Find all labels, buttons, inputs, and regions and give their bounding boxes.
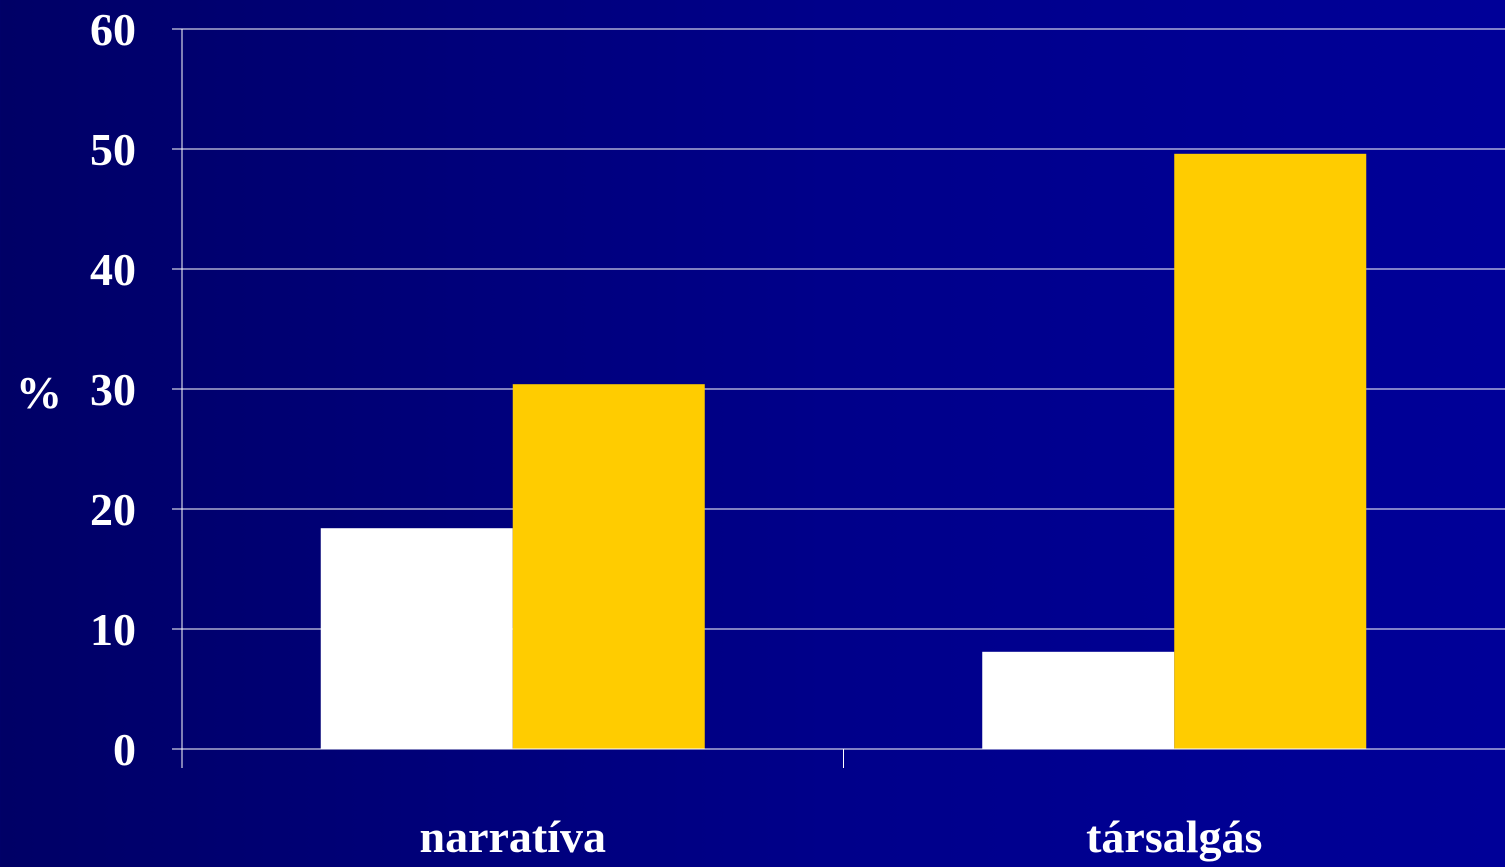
y-tick-label: 10 [90, 604, 136, 655]
y-tick-label: 60 [90, 4, 136, 55]
labels: % 0 10 20 30 40 50 60 narratíva társalgás [16, 4, 1262, 862]
y-tick-label: 30 [90, 364, 136, 415]
y-tick-label: 40 [90, 244, 136, 295]
bar-series-2-1 [512, 384, 705, 749]
bar-series-2-2 [1174, 153, 1367, 750]
y-tick-label: 50 [90, 124, 136, 175]
bar-series-1-2 [982, 651, 1175, 749]
y-tick-label: 20 [90, 484, 136, 535]
bar-series-1-1 [320, 528, 513, 749]
y-axis-label: % [16, 367, 62, 418]
axes [181, 29, 1505, 768]
x-category-label: narratíva [419, 811, 606, 862]
bars [320, 153, 1367, 750]
x-category-label: társalgás [1086, 811, 1262, 862]
y-tick-label: 0 [113, 724, 136, 775]
